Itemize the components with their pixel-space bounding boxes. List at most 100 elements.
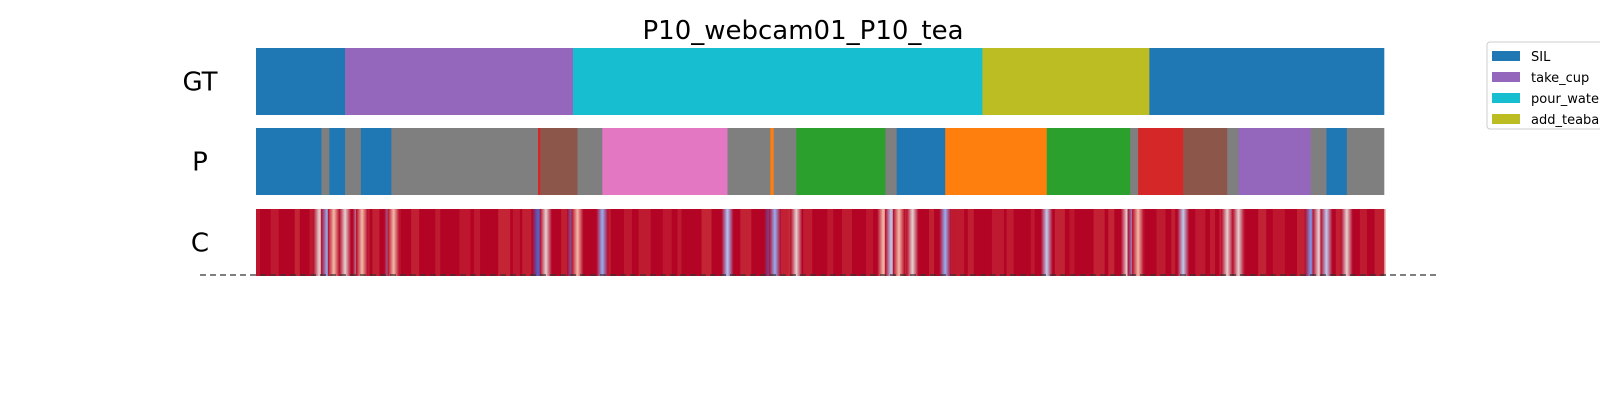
confidence-texture <box>1171 209 1176 276</box>
confidence-texture <box>1030 209 1035 276</box>
confidence-texture <box>1296 209 1306 276</box>
confidence-texture <box>701 209 712 276</box>
confidence-dip-27 <box>1221 209 1234 276</box>
segment-p-19 <box>1138 128 1184 195</box>
confidence-texture <box>740 209 752 276</box>
segment-p-11 <box>770 128 775 195</box>
segment-p-1 <box>321 128 330 195</box>
segment-p-8 <box>577 128 603 195</box>
legend-label-SIL: SIL <box>1531 50 1551 65</box>
confidence-texture <box>459 209 471 276</box>
confidence-texture <box>411 209 420 276</box>
segment-p-5 <box>391 128 539 195</box>
segment-p-9 <box>602 128 728 195</box>
segment-p-18 <box>1130 128 1139 195</box>
confidence-texture <box>827 209 834 276</box>
confidence-texture <box>991 209 1004 276</box>
confidence-texture <box>561 209 572 276</box>
confidence-dip-7 <box>387 209 400 276</box>
confidence-dip-28 <box>1232 209 1245 276</box>
confidence-texture <box>623 209 632 276</box>
confidence-texture <box>1209 209 1215 276</box>
confidence-dip-19 <box>892 209 905 276</box>
confidence-dip-16 <box>790 209 803 276</box>
segment-p-0 <box>256 128 322 195</box>
confidence-dip-31 <box>1320 209 1333 276</box>
segment-p-22 <box>1238 128 1311 195</box>
segment-p-15 <box>896 128 946 195</box>
confidence-texture <box>1006 209 1014 276</box>
legend-swatch-add_teaba <box>1492 114 1520 124</box>
confidence-texture <box>866 209 874 276</box>
segment-p-3 <box>345 128 362 195</box>
segment-gt-4 <box>1149 48 1385 115</box>
confidence-texture <box>270 209 279 276</box>
chart-title: P10_webcam01_P10_tea <box>642 16 963 46</box>
segment-gt-3 <box>982 48 1150 115</box>
confidence-texture <box>929 209 935 276</box>
confidence-texture <box>256 209 260 276</box>
segment-p-21 <box>1227 128 1239 195</box>
confidence-texture <box>1359 209 1367 276</box>
confidence-texture <box>967 209 974 276</box>
legend-label-take_cup: take_cup <box>1531 71 1589 86</box>
legend-label-add_teaba: add_teaba <box>1531 113 1599 128</box>
confidence-dip-5 <box>356 209 369 276</box>
row-p: P <box>192 128 1385 195</box>
legend-swatch-pour_wate <box>1492 93 1520 103</box>
segment-p-6 <box>538 128 541 195</box>
confidence-dip-13 <box>721 209 734 276</box>
confidence-texture <box>435 209 441 276</box>
segment-p-17 <box>1046 128 1131 195</box>
confidence-texture <box>677 209 682 276</box>
confidence-texture <box>1374 209 1386 276</box>
segment-p-2 <box>329 128 346 195</box>
row-label-p: P <box>192 148 208 178</box>
segment-p-23 <box>1310 128 1327 195</box>
segment-p-13 <box>796 128 886 195</box>
confidence-texture <box>1093 209 1105 276</box>
confidence-texture <box>474 209 481 276</box>
confidence-texture <box>803 209 813 276</box>
row-gt: GT <box>182 48 1385 115</box>
confidence-dip-22 <box>1040 209 1053 276</box>
confidence-texture <box>638 209 651 276</box>
confidence-texture <box>294 209 300 276</box>
confidence-dip-21 <box>939 209 952 276</box>
confidence-texture <box>498 209 511 276</box>
confidence-texture <box>372 209 380 276</box>
row-label-gt: GT <box>182 68 217 98</box>
confidence-dip-3 <box>339 209 352 276</box>
legend-frame <box>1486 41 1600 130</box>
segment-gt-1 <box>345 48 574 115</box>
segment-gt-0 <box>256 48 346 115</box>
confidence-dip-20 <box>906 209 919 276</box>
segment-p-12 <box>773 128 797 195</box>
confidence-dip-26 <box>1177 209 1190 276</box>
legend: SIL take_cup pour_wate add_teaba <box>1486 41 1600 130</box>
row-label-c: C <box>191 229 209 259</box>
confidence-texture <box>953 209 965 276</box>
confidence-texture <box>779 209 792 276</box>
confidence-dip-2 <box>327 209 340 276</box>
segment-p-10 <box>727 128 771 195</box>
confidence-texture <box>1272 209 1285 276</box>
confidence-texture <box>842 209 853 276</box>
confidence-dip-32 <box>1340 209 1353 276</box>
segment-p-4 <box>360 128 392 195</box>
confidence-dip-11 <box>571 209 584 276</box>
confidence-texture <box>1258 209 1267 276</box>
confidence-dip-15 <box>768 209 781 276</box>
confidence-texture <box>662 209 672 276</box>
confidence-dip-25 <box>1132 209 1145 276</box>
segment-p-25 <box>1346 128 1385 195</box>
legend-swatch-SIL <box>1492 51 1520 61</box>
row-c: C <box>191 209 1386 276</box>
confidence-texture <box>1156 209 1166 276</box>
segment-gt-2 <box>572 48 983 115</box>
confidence-texture <box>1054 209 1065 276</box>
confidence-texture <box>1195 209 1206 276</box>
segment-p-20 <box>1183 128 1228 195</box>
legend-swatch-take_cup <box>1492 72 1520 82</box>
